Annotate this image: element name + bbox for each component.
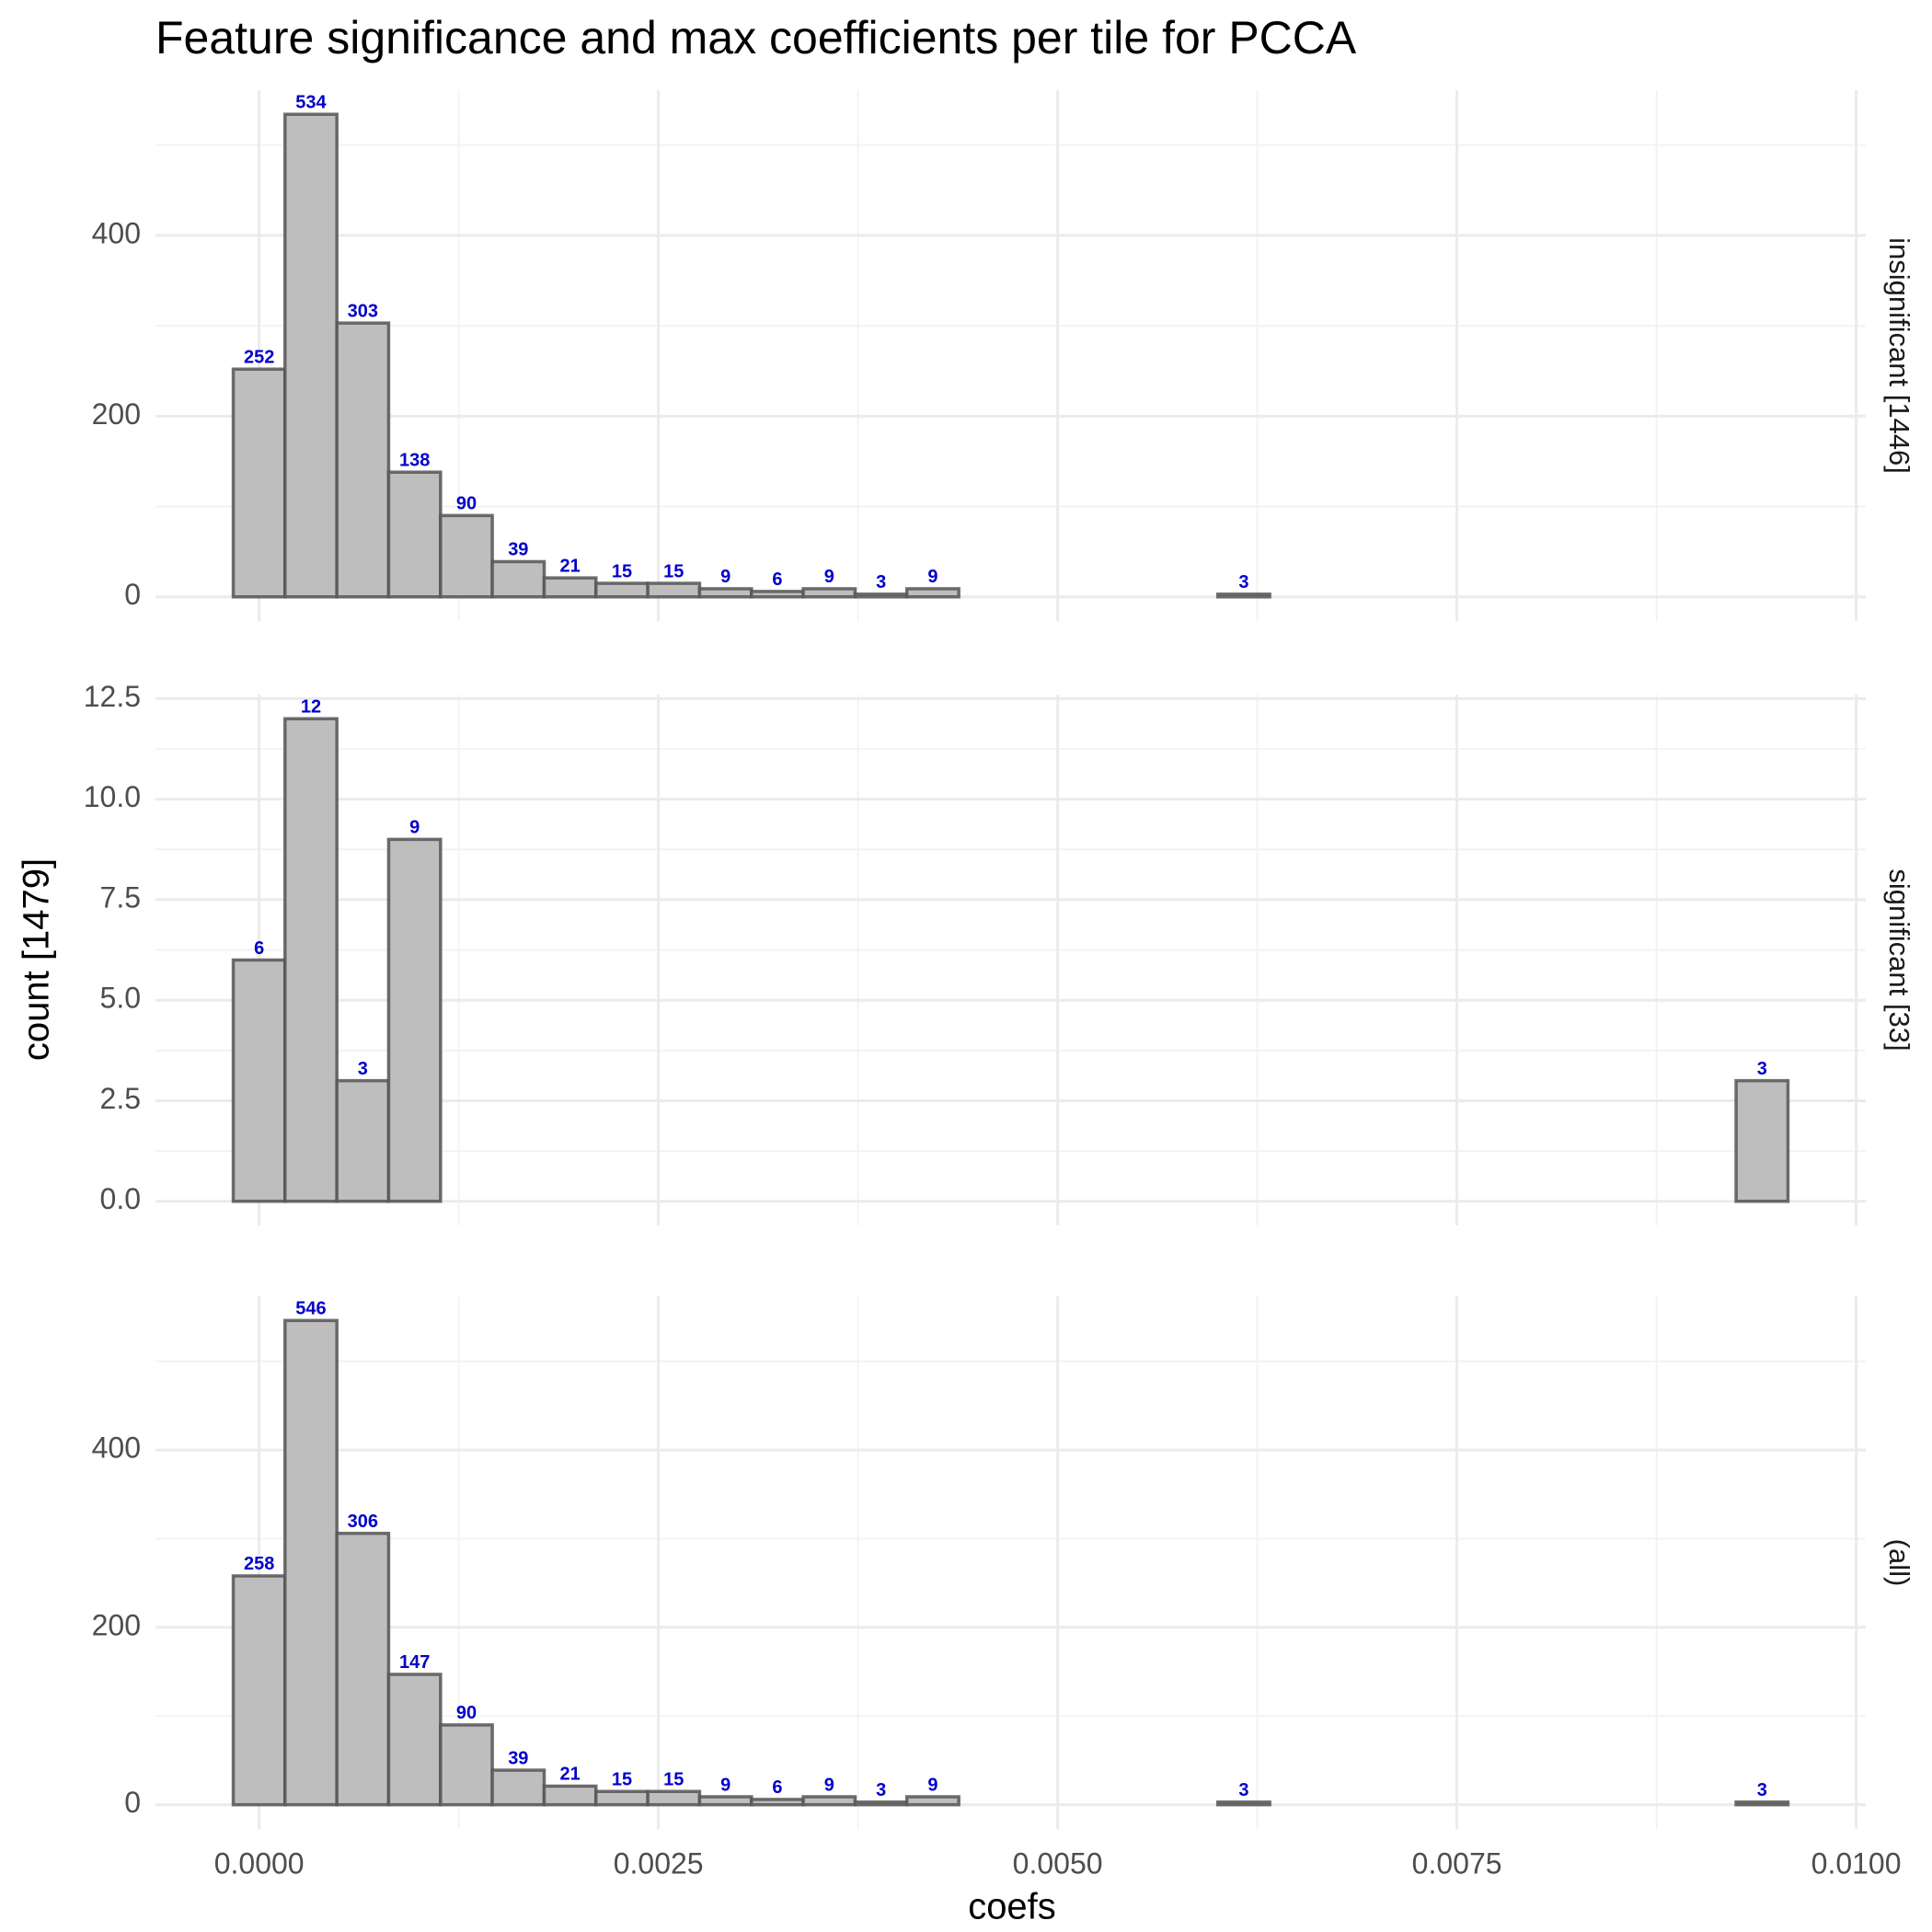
bar-value-label: 9 — [824, 1775, 834, 1795]
bar-value-label: 9 — [409, 818, 420, 838]
x-tick-label: 0.0000 — [214, 1846, 305, 1880]
bar — [801, 587, 857, 599]
bar-value-label: 9 — [720, 1775, 730, 1795]
bar — [439, 1723, 494, 1807]
bar-value-label: 3 — [358, 1059, 368, 1079]
bar-value-label: 3 — [876, 572, 886, 592]
bar — [646, 581, 702, 599]
bar-value-label: 12 — [301, 697, 321, 718]
bar-value-label: 258 — [244, 1554, 274, 1574]
y-tick-label: 2.5 — [100, 1082, 141, 1115]
bar — [231, 367, 287, 599]
bar-value-label: 9 — [927, 1775, 937, 1795]
bar — [1215, 1800, 1271, 1807]
bar — [386, 1673, 443, 1807]
bar-value-label: 39 — [508, 1748, 528, 1768]
bar-value-label: 252 — [244, 348, 274, 368]
bar-value-label: 15 — [612, 1770, 632, 1790]
bar-value-label: 90 — [456, 1703, 477, 1723]
bar — [853, 1800, 909, 1807]
bar-value-label: 39 — [508, 540, 528, 560]
facet-strip-label: insignificant [1446] — [1883, 237, 1915, 474]
bar-value-label: 21 — [560, 1765, 581, 1785]
bar — [853, 592, 909, 599]
x-axis-title: coefs — [968, 1887, 1056, 1927]
bar-value-label: 534 — [295, 93, 327, 113]
y-tick-label: 7.5 — [100, 880, 141, 914]
bar-value-label: 306 — [348, 1512, 378, 1532]
x-tick-label: 0.0050 — [1013, 1846, 1103, 1880]
bar — [386, 470, 443, 599]
bar — [750, 590, 805, 599]
bar — [335, 1531, 391, 1807]
bar-value-label: 3 — [876, 1780, 886, 1800]
bar — [905, 1795, 960, 1807]
bar-value-label: 21 — [560, 556, 581, 576]
y-axis-title: count [1479] — [17, 858, 57, 1061]
bar — [386, 837, 443, 1203]
bar — [646, 1789, 702, 1807]
y-tick-label: 400 — [92, 1432, 141, 1465]
y-tick-label: 12.5 — [84, 680, 141, 713]
bar — [283, 112, 339, 599]
y-tick-label: 10.0 — [84, 780, 141, 813]
bar — [1734, 1800, 1790, 1807]
y-tick-label: 5.0 — [100, 982, 141, 1015]
bar — [697, 587, 753, 599]
x-tick-label: 0.0100 — [1811, 1846, 1902, 1880]
bar — [335, 321, 391, 599]
bar-value-label: 6 — [772, 1777, 782, 1798]
bar — [490, 559, 546, 599]
bar — [1215, 592, 1271, 599]
bar — [542, 1784, 598, 1807]
bar — [231, 958, 287, 1203]
bar-value-label: 9 — [824, 567, 834, 587]
bar-value-label: 546 — [295, 1299, 326, 1319]
bar-value-label: 9 — [927, 567, 937, 587]
bar-value-label: 3 — [1757, 1059, 1767, 1079]
bar-value-label: 3 — [1757, 1780, 1767, 1800]
bar-value-label: 90 — [456, 494, 477, 514]
bar — [697, 1795, 753, 1807]
bar-value-label: 147 — [399, 1652, 430, 1673]
x-tick-label: 0.0075 — [1412, 1846, 1502, 1880]
bar — [594, 1789, 650, 1807]
bar-value-label: 3 — [1238, 1780, 1248, 1800]
facet-strip-label: (all) — [1883, 1539, 1915, 1587]
bar — [1734, 1078, 1790, 1203]
bar-value-label: 9 — [720, 567, 730, 587]
bar — [231, 1574, 287, 1807]
bar — [750, 1798, 805, 1807]
bar — [283, 717, 339, 1203]
bar-value-label: 15 — [612, 561, 632, 581]
bar — [801, 1795, 857, 1807]
y-tick-label: 200 — [92, 397, 141, 431]
bar — [905, 587, 960, 599]
bar — [490, 1768, 546, 1807]
bar — [542, 576, 598, 599]
y-tick-label: 200 — [92, 1608, 141, 1641]
bar-value-label: 303 — [348, 301, 378, 321]
y-tick-label: 0 — [124, 1786, 141, 1819]
y-tick-label: 0.0 — [100, 1182, 141, 1215]
bar-value-label: 15 — [663, 1770, 684, 1790]
bar — [335, 1078, 391, 1203]
y-tick-label: 0 — [124, 578, 141, 611]
bar-value-label: 6 — [254, 938, 264, 959]
bar-value-label: 3 — [1238, 572, 1248, 592]
chart-title: Feature significance and max coefficient… — [155, 12, 1357, 63]
bar-value-label: 138 — [399, 450, 430, 470]
bar — [283, 1318, 339, 1807]
bar-value-label: 15 — [663, 561, 684, 581]
y-tick-label: 400 — [92, 216, 141, 249]
bar-value-label: 6 — [772, 569, 782, 590]
bar — [594, 581, 650, 599]
bar — [439, 513, 494, 599]
x-tick-label: 0.0025 — [614, 1846, 704, 1880]
facet-strip-label: significant [33] — [1883, 868, 1915, 1051]
